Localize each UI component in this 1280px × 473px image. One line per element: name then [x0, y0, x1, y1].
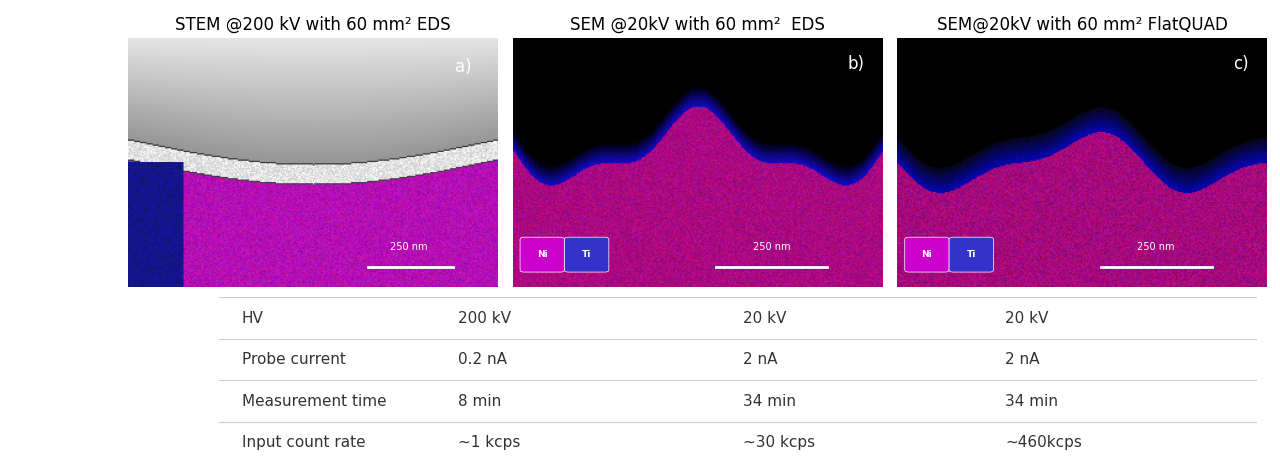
Text: 8 min: 8 min: [458, 394, 502, 409]
Title: SEM @20kV with 60 mm²  EDS: SEM @20kV with 60 mm² EDS: [570, 16, 826, 34]
Text: ~30 kcps: ~30 kcps: [744, 435, 815, 450]
Text: 2 nA: 2 nA: [744, 352, 778, 367]
Text: 2 nA: 2 nA: [1005, 352, 1039, 367]
Text: Ni: Ni: [922, 250, 932, 259]
Text: Probe current: Probe current: [242, 352, 346, 367]
FancyBboxPatch shape: [948, 237, 993, 272]
FancyBboxPatch shape: [564, 237, 609, 272]
Text: 20 kV: 20 kV: [744, 311, 786, 326]
Text: ~460kcps: ~460kcps: [1005, 435, 1082, 450]
Text: c): c): [1233, 55, 1249, 73]
FancyBboxPatch shape: [905, 237, 948, 272]
Text: 0.2 nA: 0.2 nA: [458, 352, 507, 367]
Text: 34 min: 34 min: [744, 394, 796, 409]
Text: Ti: Ti: [966, 250, 975, 259]
Text: 200 kV: 200 kV: [458, 311, 512, 326]
FancyBboxPatch shape: [520, 237, 564, 272]
Text: HV: HV: [242, 311, 264, 326]
Title: SEM@20kV with 60 mm² FlatQUAD: SEM@20kV with 60 mm² FlatQUAD: [937, 16, 1228, 34]
Text: Ni: Ni: [536, 250, 548, 259]
Text: ~1 kcps: ~1 kcps: [458, 435, 521, 450]
Text: a): a): [456, 58, 472, 76]
Text: Measurement time: Measurement time: [242, 394, 387, 409]
Text: b): b): [847, 55, 864, 73]
Text: 250 nm: 250 nm: [390, 242, 428, 252]
Title: STEM @200 kV with 60 mm² EDS: STEM @200 kV with 60 mm² EDS: [175, 16, 451, 34]
Text: Ti: Ti: [582, 250, 591, 259]
Text: 250 nm: 250 nm: [753, 242, 790, 252]
Text: 250 nm: 250 nm: [1138, 242, 1175, 252]
Text: 20 kV: 20 kV: [1005, 311, 1048, 326]
Text: 34 min: 34 min: [1005, 394, 1059, 409]
Text: Input count rate: Input count rate: [242, 435, 366, 450]
